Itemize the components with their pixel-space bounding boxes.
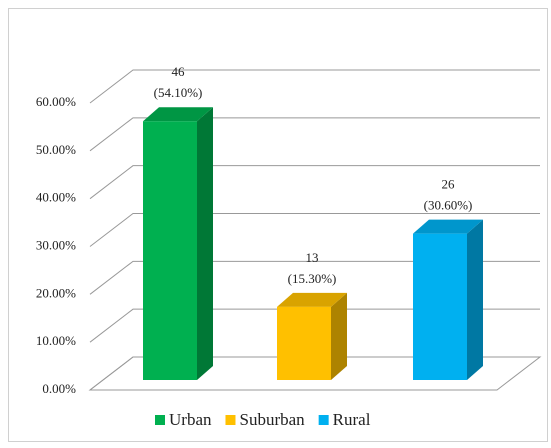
grid-line xyxy=(89,308,540,343)
data-label-count: 46 xyxy=(172,64,186,79)
y-tick-label: 30.00% xyxy=(36,237,76,252)
grid-line xyxy=(89,69,540,104)
grid-line xyxy=(89,260,540,295)
grid-line xyxy=(89,213,540,247)
grid-line xyxy=(89,165,540,200)
legend-label: Suburban xyxy=(239,410,305,429)
legend-label: Rural xyxy=(333,410,371,429)
y-tick-label: 60.00% xyxy=(36,94,76,109)
y-tick-label: 0.00% xyxy=(42,381,76,396)
bar-side xyxy=(467,219,483,380)
bar-top xyxy=(143,107,213,122)
data-label: (30.60%) xyxy=(424,198,473,213)
bar xyxy=(143,121,197,380)
data-label: (54.10%) xyxy=(154,85,203,100)
data-label: (15.30%) xyxy=(288,271,337,286)
bar-top xyxy=(277,292,347,307)
y-tick-label: 40.00% xyxy=(36,190,76,205)
data-label-count: 13 xyxy=(306,250,319,265)
grid-line xyxy=(89,117,540,152)
y-tick-label: 10.00% xyxy=(36,333,76,348)
y-tick-label: 50.00% xyxy=(36,142,76,157)
data-label-count: 26 xyxy=(442,177,456,192)
legend-swatch xyxy=(225,415,236,425)
legend-swatch xyxy=(155,415,165,425)
bar-side xyxy=(331,292,347,380)
bar xyxy=(277,306,331,380)
legend-swatch xyxy=(318,415,329,425)
bar xyxy=(413,233,467,380)
bar-side xyxy=(197,107,213,380)
y-tick-label: 20.00% xyxy=(36,285,76,300)
legend-label: Urban xyxy=(169,410,212,429)
grid-line xyxy=(89,356,540,391)
bar-top xyxy=(413,219,483,234)
